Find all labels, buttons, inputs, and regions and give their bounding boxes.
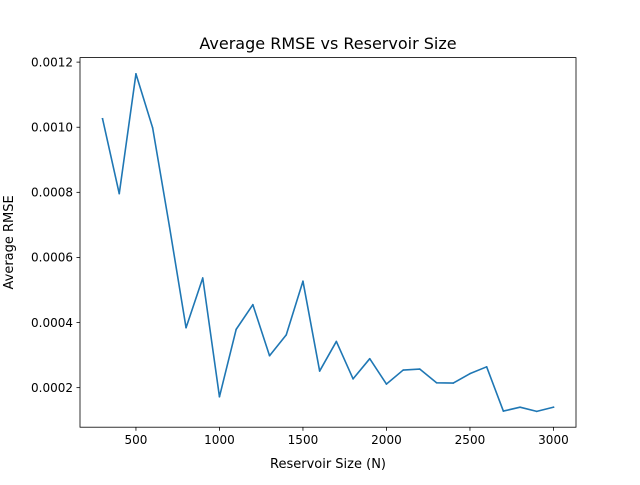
data-point — [452, 382, 455, 384]
x-axis-label: Reservoir Size (N) — [270, 457, 386, 472]
x-tick-label: 500 — [124, 433, 147, 447]
data-point — [385, 383, 388, 385]
data-point — [252, 303, 254, 306]
data-point — [335, 340, 338, 343]
data-point — [185, 326, 187, 329]
data-point — [268, 354, 271, 357]
data-point — [318, 370, 321, 372]
data-point — [168, 225, 171, 227]
data-point — [502, 410, 505, 412]
series-line-0 — [101, 73, 555, 413]
y-tick-label: 0.0012 — [31, 55, 73, 69]
x-tick-label: 2000 — [371, 433, 402, 447]
data-point — [235, 328, 237, 331]
y-axis-label: Average RMSE — [2, 195, 17, 289]
data-point — [218, 395, 221, 398]
y-tick-label: 0.0010 — [31, 121, 73, 135]
series-layer — [101, 73, 555, 413]
x-tick-label: 1500 — [288, 433, 319, 447]
data-point — [519, 406, 521, 408]
data-point — [135, 73, 137, 75]
data-point — [535, 410, 538, 413]
data-point — [285, 334, 288, 336]
data-point — [469, 372, 471, 375]
plot-area — [80, 57, 576, 428]
data-point — [552, 406, 555, 408]
x-tick-label: 2500 — [455, 433, 486, 447]
y-tick-label: 0.0006 — [31, 251, 73, 265]
data-point — [101, 117, 104, 120]
data-point — [485, 366, 488, 368]
data-point — [352, 378, 354, 380]
data-point — [435, 381, 438, 384]
data-point — [151, 127, 154, 129]
data-point — [402, 369, 404, 371]
x-axis: 500 1000 1500 2000 2500 3000 — [124, 427, 569, 447]
data-point — [419, 368, 421, 370]
data-point — [201, 277, 204, 279]
plot-frame — [79, 57, 577, 428]
chart-title: Average RMSE vs Reservoir Size — [199, 34, 456, 53]
data-point — [368, 357, 371, 360]
y-tick-label: 0.0008 — [31, 186, 73, 200]
data-point — [302, 280, 304, 283]
data-point — [118, 192, 121, 195]
y-tick-label: 0.0004 — [31, 316, 73, 330]
y-tick-label: 0.0002 — [31, 381, 73, 395]
y-axis: 0.0002 0.0004 0.0006 0.0008 0.0010 0.0012 — [31, 55, 80, 395]
x-tick-label: 1000 — [204, 433, 235, 447]
x-tick-label: 3000 — [538, 433, 569, 447]
